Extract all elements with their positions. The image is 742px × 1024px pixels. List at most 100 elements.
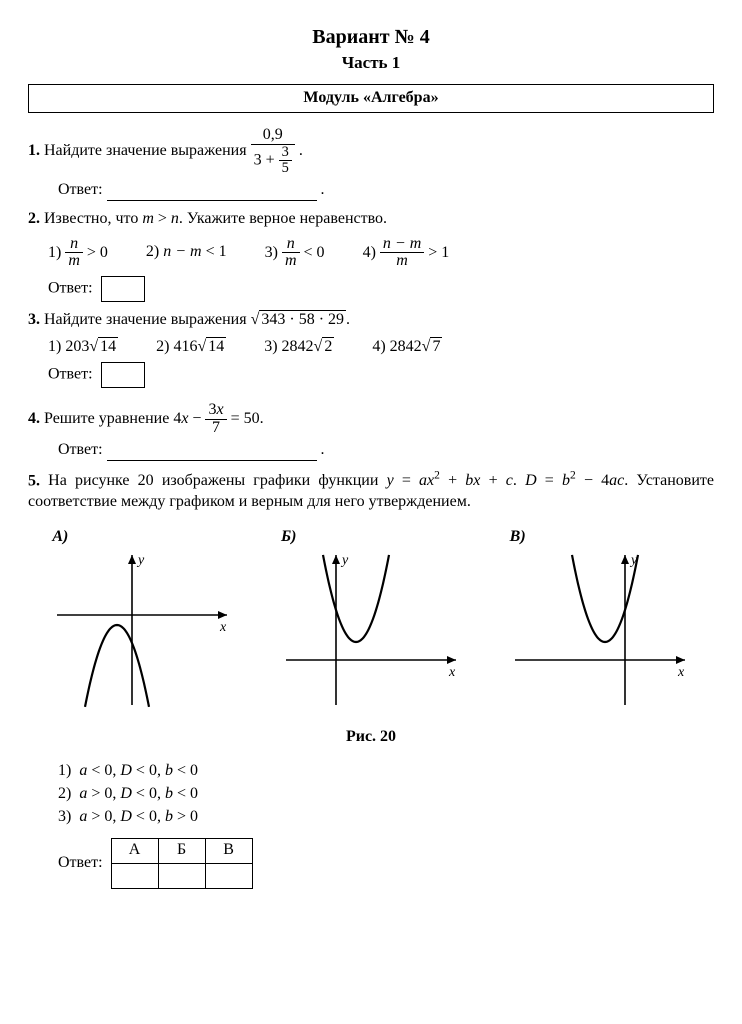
svg-text:x: x [677, 665, 685, 680]
q2-opt4-lbl: 4) [363, 244, 376, 261]
q4-answer-row: Ответ: . [58, 440, 714, 461]
chart-V-label: В) [510, 527, 690, 548]
q4-answer-line[interactable] [107, 443, 317, 462]
q2-opt3-cmp: < 0 [304, 244, 325, 261]
q3-opt3-coef: 2842 [282, 338, 314, 355]
q1-answer-line[interactable] [107, 182, 317, 201]
q3-opt3-lbl: 3) [264, 338, 277, 355]
q5-tbl-hdr-B: Б [158, 838, 205, 863]
q1-inner-num: 3 [279, 145, 292, 161]
figure-caption: Рис. 20 [28, 727, 714, 748]
chart-A: xy [52, 550, 232, 710]
q3-opt4-coef: 2842 [390, 338, 422, 355]
question-2: 2. Известно, что m > n. Укажите верное н… [28, 209, 714, 230]
part-title: Часть 1 [28, 52, 714, 74]
q2-opt1-num: n [70, 235, 78, 252]
q1-den-left: 3 + [254, 151, 279, 168]
q5-stmt-3: 3) a > 0, D < 0, b > 0 [58, 807, 714, 828]
q5-tbl-hdr-V: В [205, 838, 252, 863]
svg-text:x: x [219, 620, 227, 635]
q2-answer-row: Ответ: [48, 276, 714, 302]
q5-tbl-cell-B[interactable] [158, 863, 205, 888]
q3-opt1-lbl: 1) [48, 338, 61, 355]
q3-opt-4: 4) 2842√7 [372, 337, 442, 358]
q2-text: Известно, что m > n. Укажите верное нера… [44, 210, 387, 227]
q3-opt-3: 3) 2842√2 [264, 337, 334, 358]
q5-stmt-1: 1) a < 0, D < 0, b < 0 [58, 761, 714, 782]
q5-statements: 1) a < 0, D < 0, b < 0 2) a > 0, D < 0, … [58, 761, 714, 827]
chart-B-wrap: Б) xy [281, 527, 461, 717]
chart-V-wrap: В) xy [510, 527, 690, 717]
chart-B: xy [281, 550, 461, 710]
q2-opt-1: 1) nm > 0 [48, 236, 108, 271]
q2-answer-box[interactable] [101, 276, 145, 302]
q3-text: Найдите значение выражения [44, 311, 251, 328]
q3-opt2-lbl: 2) [156, 338, 169, 355]
variant-title: Вариант № 4 [28, 24, 714, 50]
q2-opt1-den: m [68, 252, 80, 269]
question-1: 1. Найдите значение выражения 0,9 3 + 35… [28, 127, 714, 176]
q2-answer-label: Ответ: [48, 280, 93, 297]
q2-opt1-lbl: 1) [48, 244, 61, 261]
question-4: 4. Решите уравнение 4x − 3x7 = 50. [28, 402, 714, 437]
q4-frac-num: 3x [205, 402, 226, 420]
q1-numerator: 0,9 [251, 127, 295, 145]
q3-opt1-rad: 14 [98, 337, 118, 355]
q3-answer-label: Ответ: [48, 365, 93, 382]
svg-text:y: y [340, 553, 349, 568]
q3-options: 1) 203√14 2) 416√14 3) 2842√2 4) 2842√7 [48, 337, 714, 358]
q4-fraction: 3x7 [205, 402, 226, 437]
q1-denominator: 3 + 35 [251, 145, 295, 176]
chart-A-label: А) [52, 527, 232, 548]
q2-opt1-cmp: > 0 [87, 244, 108, 261]
q5-tbl-hdr-A: А [111, 838, 158, 863]
q1-answer-label: Ответ: [58, 181, 103, 198]
q2-opt3-num: n [287, 235, 295, 252]
module-box: Модуль «Алгебра» [28, 84, 714, 113]
q2-opt2-lbl: 2) [146, 243, 159, 260]
question-5: 5. На рисунке 20 изображены графики функ… [28, 469, 714, 513]
q3-sqrt: √343 · 58 · 29 [251, 310, 346, 331]
q1-answer-row: Ответ: . [58, 180, 714, 201]
q5-tbl-cell-A[interactable] [111, 863, 158, 888]
q3-answer-box[interactable] [101, 362, 145, 388]
q2-opt3-den: m [285, 252, 297, 269]
q3-answer-row: Ответ: [48, 362, 714, 388]
q3-opt3-rad: 2 [322, 337, 334, 355]
q2-opt4-den: m [396, 252, 408, 269]
q2-opt4-cmp: > 1 [428, 244, 449, 261]
q4-frac-den: 7 [205, 420, 226, 437]
chart-A-wrap: А) xy [52, 527, 232, 717]
q3-opt2-rad: 14 [206, 337, 226, 355]
q4-num: 4. [28, 410, 40, 427]
q3-opt4-rad: 7 [430, 337, 442, 355]
q3-opt2-coef: 416 [173, 338, 197, 355]
q3-opt4-lbl: 4) [372, 338, 385, 355]
question-3: 3. Найдите значение выражения √343 · 58 … [28, 310, 714, 331]
q2-options: 1) nm > 0 2) n − m < 1 3) nm < 0 4) n − … [48, 236, 714, 271]
chart-V: xy [510, 550, 690, 710]
q1-inner-den: 5 [279, 161, 292, 176]
q2-opt3-lbl: 3) [265, 244, 278, 261]
svg-text:x: x [448, 665, 456, 680]
q5-num: 5. [28, 472, 40, 489]
q1-main-fraction: 0,9 3 + 35 [251, 127, 295, 176]
q3-rad-arg: 343 · 58 · 29 [259, 310, 346, 328]
q5-stmt-2: 2) a > 0, D < 0, b < 0 [58, 784, 714, 805]
chart-B-label: Б) [281, 527, 461, 548]
q2-opt-2: 2) n − m < 1 [146, 242, 227, 263]
q1-inner-fraction: 35 [279, 145, 292, 176]
q5-tbl-cell-V[interactable] [205, 863, 252, 888]
q5-text: На рисунке 20 изображены графики функции… [28, 472, 714, 510]
q3-num: 3. [28, 311, 40, 328]
q2-opt2-expr: n − m [163, 243, 201, 260]
q4-text-before: Решите уравнение 4x − [44, 410, 205, 427]
q1-text: Найдите значение выражения [44, 142, 251, 159]
q4-text-after: = 50. [227, 410, 264, 427]
q5-answer-row: Ответ: А Б В [58, 838, 714, 889]
q5-answer-label: Ответ: [58, 853, 103, 874]
q3-opt-1: 1) 203√14 [48, 337, 118, 358]
q2-num: 2. [28, 210, 40, 227]
q2-opt-3: 3) nm < 0 [265, 236, 325, 271]
charts-row: А) xy Б) xy В) xy [28, 527, 714, 717]
